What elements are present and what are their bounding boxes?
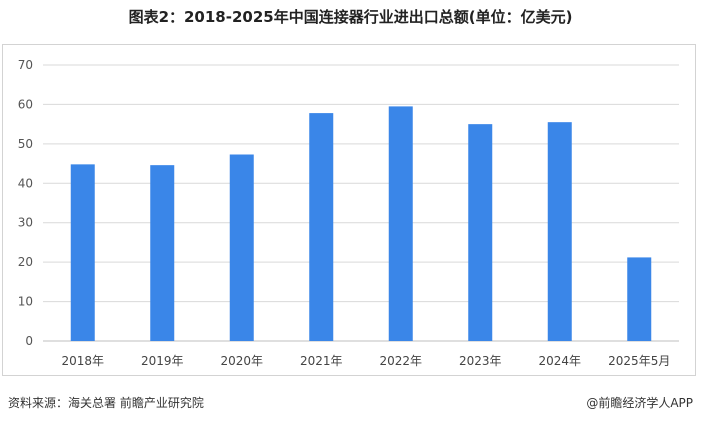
bar-6 [547, 122, 572, 342]
bar-3 [309, 113, 334, 341]
source-note: 资料来源：海关总署 前瞻产业研究院 [8, 396, 204, 410]
bar-0 [70, 164, 95, 341]
x-tick-label: 2023年 [459, 354, 502, 368]
x-tick-label: 2024年 [538, 354, 581, 368]
x-axis-ticks: 2018年 2019年 2020年 2021年 2022年 2023年 2024年 2025年… [61, 354, 670, 368]
y-axis-ticks: 0 10 20 30 40 50 60 70 [18, 58, 33, 348]
y-tick-label: 70 [18, 58, 33, 72]
bar-2 [229, 154, 254, 341]
bar-chart: 0 10 20 30 40 50 60 70 2018年 2019年 2020年 2021年 2022… [18, 58, 679, 368]
y-tick-label: 40 [18, 176, 33, 190]
y-tick-label: 0 [25, 334, 33, 348]
x-tick-label: 2025年5月 [608, 354, 670, 368]
y-tick-label: 20 [18, 255, 33, 269]
x-tick-label: 2020年 [220, 354, 263, 368]
x-tick-label: 2022年 [379, 354, 422, 368]
x-tick-label: 2019年 [141, 354, 184, 368]
gridlines [43, 64, 679, 342]
y-tick-label: 10 [18, 295, 33, 309]
bar-1 [150, 165, 175, 341]
bars [70, 106, 652, 342]
x-tick-label: 2018年 [61, 354, 104, 368]
y-tick-label: 50 [18, 137, 33, 151]
bar-5 [468, 124, 493, 342]
chart-title: 图表2：2018-2025年中国连接器行业进出口总额(单位：亿美元) [128, 8, 573, 26]
y-tick-label: 60 [18, 97, 33, 111]
bar-7 [627, 257, 652, 341]
chart-frame: 0 10 20 30 40 50 60 70 2018年 2019年 2020年 2021年 2022… [2, 44, 696, 376]
bar-4 [388, 106, 413, 342]
x-tick-label: 2021年 [300, 354, 343, 368]
y-tick-label: 30 [18, 216, 33, 230]
brand-label: @前瞻经济学人APP [586, 396, 693, 410]
